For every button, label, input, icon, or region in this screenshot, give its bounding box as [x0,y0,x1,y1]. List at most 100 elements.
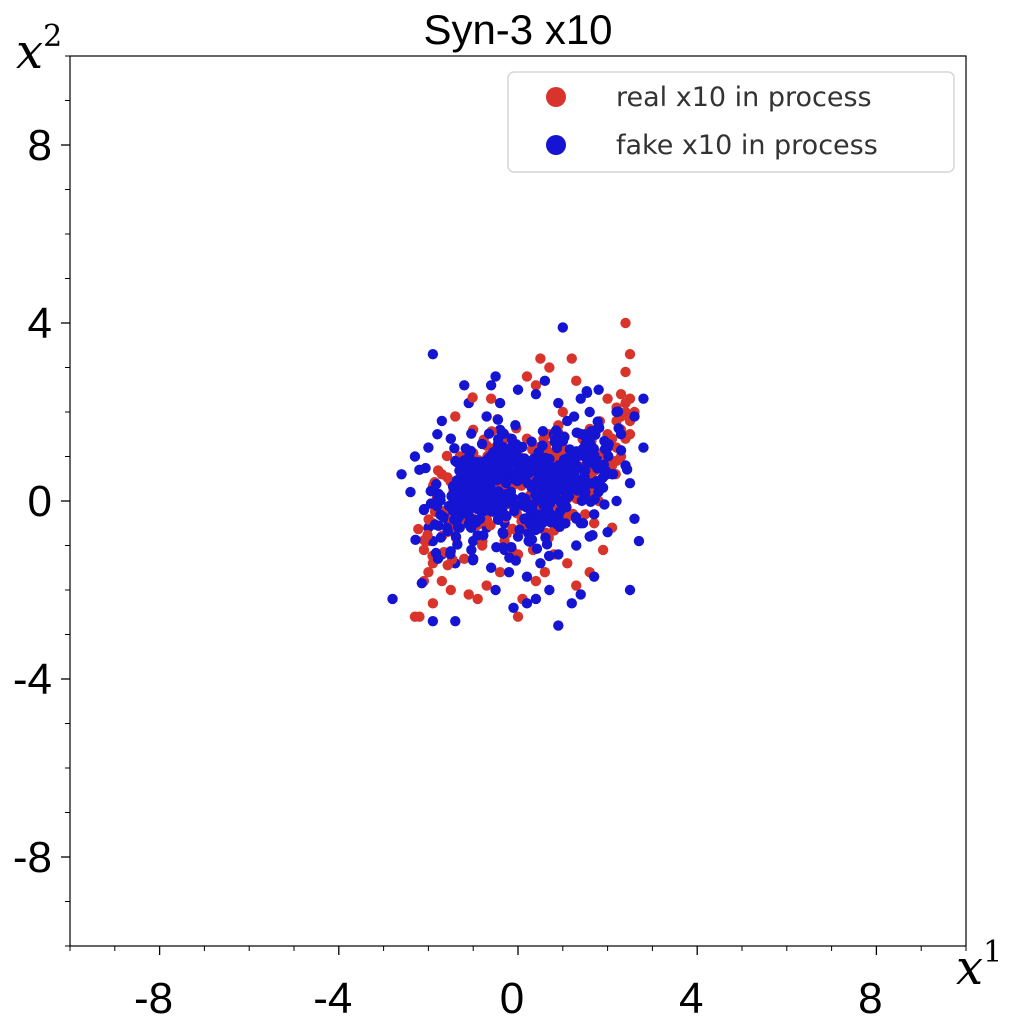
scatter-point [566,598,577,609]
scatter-point [479,491,491,502]
data-points [387,317,649,631]
scatter-point [445,546,456,557]
x-tick-label: 0 [500,974,524,1020]
scatter-point [481,580,492,591]
scatter-point [568,455,579,467]
scatter-point [459,553,470,565]
scatter-point [507,492,519,504]
scatter-point [450,411,461,422]
scatter-point [490,501,501,512]
scatter-point [432,553,444,564]
scatter-point [624,429,636,440]
scatter-point [593,384,604,395]
scatter-point [435,509,446,521]
scatter-point [405,486,416,498]
scatter-point [471,497,482,508]
scatter-point [455,467,467,478]
scatter-point [490,584,501,596]
scatter-point [422,529,433,541]
scatter-point [553,549,564,560]
y-tick-label: 8 [28,121,52,170]
scatter-point [510,420,521,431]
scatter-point [485,562,497,573]
scatter-point [602,393,613,404]
scatter-point [448,480,460,491]
scatter-point [423,442,434,453]
scatter-point [451,456,462,468]
scatter-point [427,348,439,360]
scatter-point [494,567,506,578]
scatter-point [452,539,463,550]
scatter-point [423,567,434,578]
scatter-point [467,392,478,403]
scatter-point [500,451,511,462]
scatter-point [530,380,542,391]
scatter-point [600,465,612,477]
legend-marker-real [546,87,566,107]
x-tick-label: -4 [313,974,352,1020]
y-axis-label-sup: 2 [43,19,62,54]
scatter-point [463,589,474,600]
scatter-point [490,371,501,382]
scatter-point [508,602,519,613]
scatter-point [445,584,456,596]
scatter-point [466,544,477,556]
scatter-point [581,385,592,397]
scatter-point [496,473,508,484]
chart-title: Syn-3 x10 [423,6,612,53]
scatter-point [431,479,442,490]
scatter-point [506,542,517,553]
scatter-point [571,540,582,551]
scatter-point [603,438,614,450]
scatter-point [551,442,563,454]
scatter-point [521,571,533,582]
scatter-point [519,514,530,525]
scatter-point [575,589,586,600]
scatter-point [594,484,606,495]
x-tick-label: -8 [134,974,173,1020]
legend-label-fake: fake x10 in process [616,130,878,161]
scatter-point [396,469,407,480]
scatter-point [562,558,573,569]
scatter-point [472,593,483,605]
scatter-point [599,499,610,510]
scatter-point [535,558,546,569]
scatter-point [483,428,495,439]
scatter-point [447,503,458,514]
scatter-point [512,475,523,487]
scatter-point [579,489,591,501]
scatter-point [481,411,492,422]
scatter-point [613,423,624,434]
scatter-point [585,440,597,452]
scatter-point [556,475,567,486]
scatter-point [463,509,474,520]
scatter-point [466,428,477,439]
scatter-point [414,611,425,622]
scatter-point [588,571,600,582]
scatter-point [506,433,517,445]
x-tick-label: 4 [679,974,703,1020]
scatter-point [435,532,447,543]
scatter-point [486,464,497,476]
scatter-point [544,362,555,373]
scatter-point [485,393,497,404]
scatter-point [445,433,456,444]
scatter-point [418,503,430,515]
scatter-point [602,526,613,538]
scatter-point [427,598,439,609]
scatter-point [523,535,534,547]
y-axis-label-var: x [16,24,43,80]
scatter-point [418,544,430,556]
scatter-point [620,317,631,329]
scatter-point [521,598,533,609]
scatter-point [526,436,537,447]
scatter-point [569,447,580,459]
scatter-point [588,518,600,529]
scatter-point [532,511,543,522]
legend-box [507,71,955,173]
scatter-point [611,495,622,507]
scatter-point [450,531,462,542]
scatter-point [571,427,582,438]
scatter-point [612,406,624,417]
